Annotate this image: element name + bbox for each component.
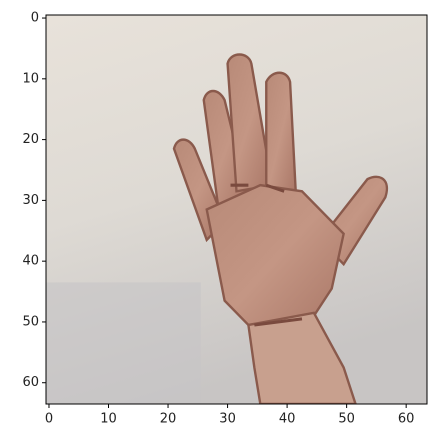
x-tick-label: 10 xyxy=(100,412,117,427)
y-tick-label: 60 xyxy=(22,375,39,390)
x-tick-label: 30 xyxy=(219,412,236,427)
image xyxy=(46,15,427,404)
y-tick-label: 0 xyxy=(31,11,39,26)
page: 01020304050600102030405060 (() => { cons… xyxy=(0,0,428,436)
y-tick-label: 50 xyxy=(22,314,39,329)
chart: 0 10 20 30 40 50 60 0 10 20 30 40 50 60 xyxy=(0,0,428,432)
x-tick-label: 60 xyxy=(398,412,415,427)
y-tick-label: 20 xyxy=(22,132,39,147)
y-tick-label: 10 xyxy=(22,71,39,86)
x-tick-label: 40 xyxy=(279,412,296,427)
y-tick-label: 40 xyxy=(22,254,39,269)
y-tick-label: 30 xyxy=(22,193,39,208)
x-tick-label: 0 xyxy=(45,412,53,427)
x-tick-label: 20 xyxy=(160,412,177,427)
x-tick-label: 50 xyxy=(338,412,355,427)
